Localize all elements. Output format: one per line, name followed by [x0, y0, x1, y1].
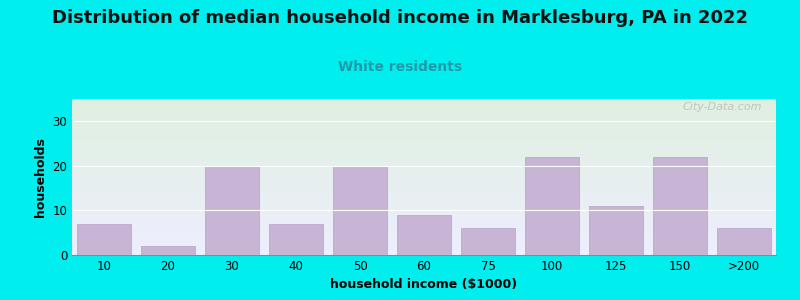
Bar — [141, 246, 195, 255]
Bar — [525, 157, 579, 255]
Text: Distribution of median household income in Marklesburg, PA in 2022: Distribution of median household income … — [52, 9, 748, 27]
Y-axis label: households: households — [34, 137, 46, 217]
X-axis label: household income ($1000): household income ($1000) — [330, 278, 518, 291]
Bar — [333, 166, 387, 255]
Text: City-Data.com: City-Data.com — [682, 102, 762, 112]
Bar — [589, 206, 643, 255]
Bar — [397, 215, 451, 255]
Bar — [77, 224, 131, 255]
Bar — [205, 166, 259, 255]
Bar — [653, 157, 707, 255]
Bar — [461, 228, 515, 255]
Bar — [269, 224, 323, 255]
Text: White residents: White residents — [338, 60, 462, 74]
Bar — [717, 228, 771, 255]
